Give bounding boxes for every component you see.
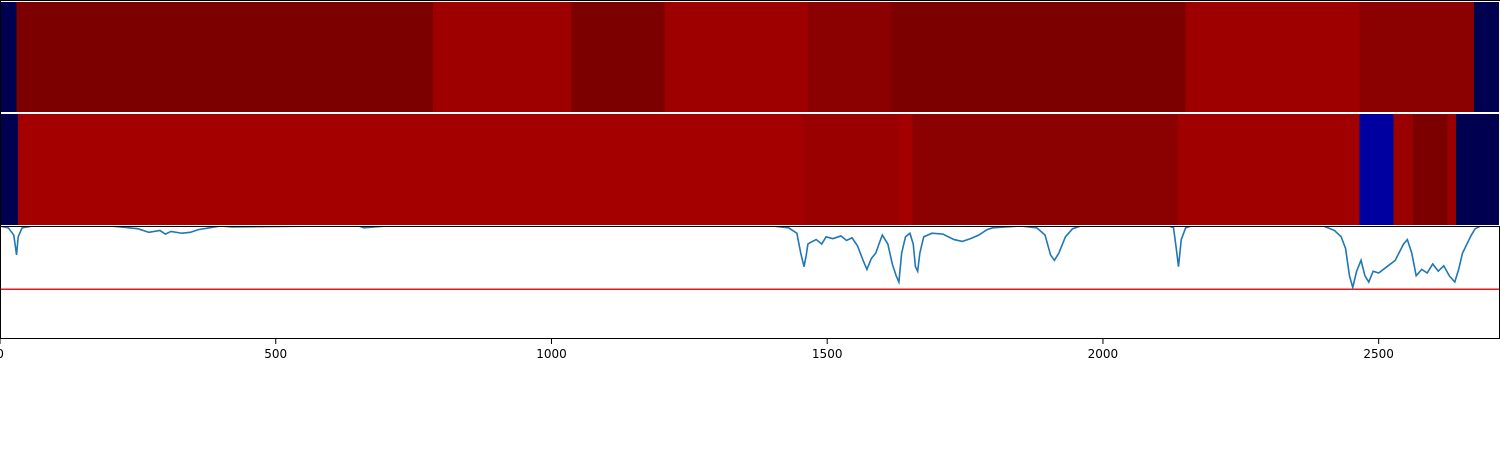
track-2-segment	[1455, 113, 1500, 226]
track-2-segment	[1359, 113, 1395, 226]
x-tick-label: 1000	[536, 347, 567, 361]
track-1-segment	[0, 1, 18, 113]
track-1-segment	[890, 1, 1187, 113]
x-tick-label: 2000	[1088, 347, 1119, 361]
track-2-segment	[1447, 113, 1457, 226]
track-1-segment	[1474, 1, 1500, 113]
line-panel	[0, 225, 1500, 291]
track-1-segment	[664, 1, 809, 113]
x-axis: 0 500 1000 1500 2000 2500	[0, 339, 1394, 361]
track-1-segment	[570, 1, 666, 113]
track-1-segment	[1359, 1, 1475, 113]
panel-frame-3	[0, 226, 1500, 339]
track-1-segment	[16, 1, 434, 113]
x-tick-label: 0	[0, 347, 4, 361]
track-1-segment	[1185, 1, 1360, 113]
heatmap-tracks	[0, 1, 1500, 226]
track-2-segment	[1412, 113, 1449, 226]
track-2-segment	[898, 113, 914, 226]
series-line	[0, 225, 1500, 291]
x-tick-label: 1500	[812, 347, 843, 361]
track-2-segment	[912, 113, 1178, 226]
track-2-segment	[0, 113, 19, 226]
track-2-segment	[1393, 113, 1414, 226]
x-tick-label: 2500	[1363, 347, 1394, 361]
track-2-segment	[802, 113, 900, 226]
x-tick-label: 500	[264, 347, 287, 361]
track-2-segment	[18, 113, 803, 226]
track-1-segment	[432, 1, 572, 113]
track-1-segment	[807, 1, 892, 113]
track-2-segment	[1177, 113, 1360, 226]
